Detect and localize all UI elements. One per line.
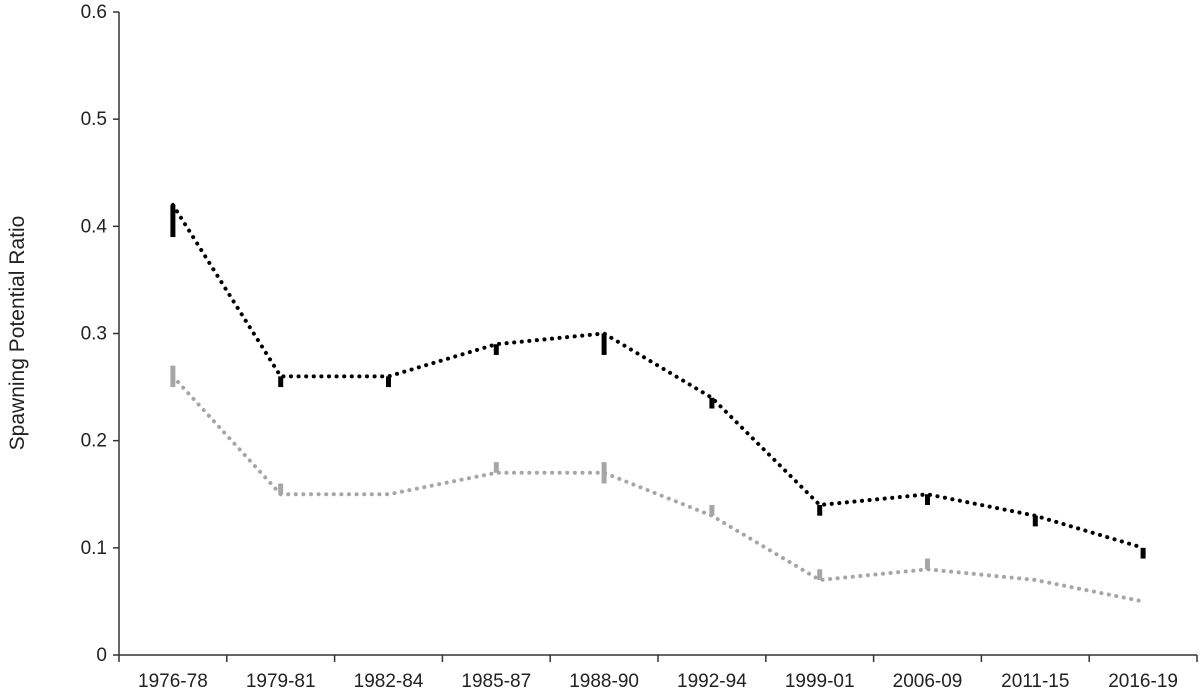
y-tick-label: 0 — [96, 645, 107, 666]
x-tick-label: 2016-19 — [1108, 671, 1178, 692]
x-tick-label: 1979-81 — [246, 671, 316, 692]
axes — [113, 11, 1198, 662]
y-tick-label: 0.3 — [81, 324, 107, 345]
y-tick-label: 0.6 — [81, 2, 107, 23]
y-tick-label: 0.4 — [81, 216, 108, 237]
x-tick-label: 2011-15 — [1001, 671, 1069, 692]
y-axis-title: Spawning Potential Ratio — [6, 216, 29, 451]
series-1 — [170, 202, 1146, 559]
y-tick-label: 0.2 — [81, 431, 107, 452]
x-tick-label: 1982-84 — [354, 671, 424, 692]
series-2 — [170, 365, 1146, 604]
x-tick-label: 1985-87 — [461, 671, 531, 692]
series-layer — [170, 202, 1146, 604]
labels-layer: 0 0.1 0.2 0.3 0.4 0.5 0.6 1976-78 1979-81 1982-84… — [81, 2, 1178, 692]
x-tick-label: 1999-01 — [785, 671, 855, 692]
x-tick-label: 1992-94 — [677, 671, 747, 692]
x-tick-label: 1988-90 — [569, 671, 639, 692]
y-tick-label: 0.5 — [81, 109, 107, 130]
x-tick-label: 2006-09 — [893, 671, 963, 692]
series-line — [170, 374, 1146, 604]
series-line — [170, 202, 1146, 550]
y-tick-label: 0.1 — [81, 538, 107, 559]
x-tick-label: 1976-78 — [138, 671, 208, 692]
